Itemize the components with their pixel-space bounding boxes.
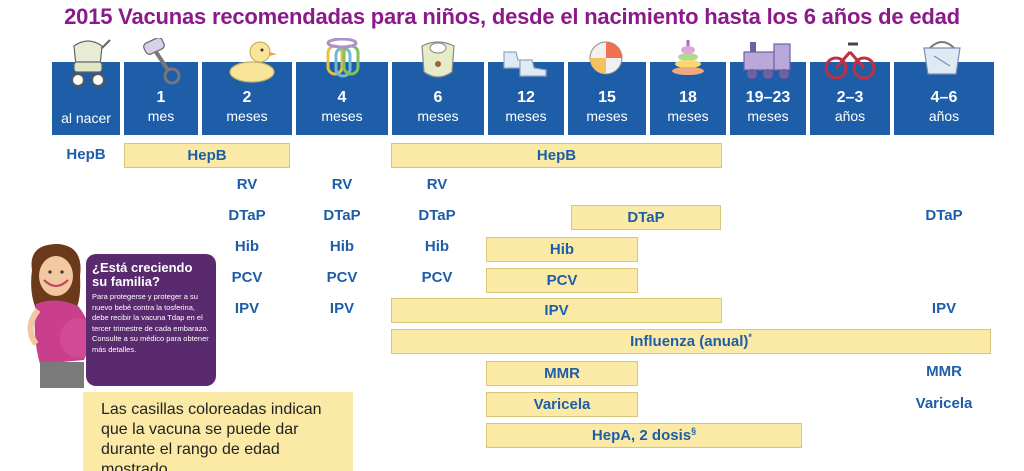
range-bar-hepb-1-2: HepB bbox=[124, 143, 290, 168]
age-number: 18 bbox=[679, 89, 697, 106]
pregnant-mother-illustration bbox=[27, 244, 96, 388]
range-bar-mmr-12-15: MMR bbox=[486, 361, 638, 386]
age-number: 4 bbox=[337, 89, 347, 106]
range-bar-pcv-12-15: PCV bbox=[486, 268, 638, 293]
age-unit: años bbox=[928, 108, 960, 124]
vaccine-rv-6: RV bbox=[426, 176, 448, 193]
vaccine-rv-2: RV bbox=[236, 176, 258, 193]
vaccine-dtap-4: DTaP bbox=[323, 207, 361, 224]
vaccine-rv-4: RV bbox=[331, 176, 353, 193]
range-bar-hepb-6-18: HepB bbox=[391, 143, 722, 168]
vaccine-varicela-4-6: Varicela bbox=[915, 395, 973, 412]
vaccine-hib-6: Hib bbox=[424, 238, 450, 255]
range-bar-hepa-12-23: HepA, 2 dosis§ bbox=[486, 423, 802, 448]
page-title: 2015 Vacunas recomendadas para niños, de… bbox=[64, 4, 960, 29]
vaccine-ipv-2: IPV bbox=[234, 300, 260, 317]
vaccine-pcv-4: PCV bbox=[326, 269, 358, 286]
age-col-12: 12 meses bbox=[488, 62, 564, 135]
legend-note-box: Las casillas coloreadas indican que la v… bbox=[83, 392, 353, 471]
vaccine-pcv-2: PCV bbox=[231, 269, 263, 286]
age-unit: meses bbox=[226, 108, 268, 124]
teething-rings-icon bbox=[326, 38, 360, 78]
family-box-title: ¿Está creciendo su familia? bbox=[92, 260, 193, 289]
age-unit: mes bbox=[147, 108, 175, 124]
rubber-duck-icon bbox=[229, 41, 277, 83]
age-label: al nacer bbox=[61, 110, 111, 126]
stacking-rings-icon bbox=[672, 40, 704, 75]
age-number: 15 bbox=[598, 89, 616, 106]
age-number: 6 bbox=[433, 89, 443, 106]
age-unit: meses bbox=[747, 108, 789, 124]
age-col-2: 2 meses bbox=[202, 62, 292, 135]
age-col-1: 1 mes bbox=[124, 62, 198, 135]
vaccine-mmr-4-6: MMR bbox=[926, 363, 962, 380]
baby-shoes-icon bbox=[503, 51, 547, 77]
family-info-box: ¿Está creciendo su familia? Para protege… bbox=[86, 254, 216, 386]
age-number: 1 bbox=[156, 89, 166, 106]
age-unit: meses bbox=[667, 108, 709, 124]
age-number: 2 bbox=[242, 89, 252, 106]
range-bar-ipv-6-18: IPV bbox=[391, 298, 722, 323]
vaccine-hib-2: Hib bbox=[234, 238, 260, 255]
vaccine-pcv-6: PCV bbox=[421, 269, 453, 286]
range-bar-hib-12-15: Hib bbox=[486, 237, 638, 262]
age-unit: meses bbox=[417, 108, 459, 124]
beach-ball-icon bbox=[589, 41, 623, 75]
vaccine-dtap-2: DTaP bbox=[228, 207, 266, 224]
family-box-text: Para protegerse y proteger a su nuevo be… bbox=[92, 292, 209, 354]
influenza-footnote-mark: * bbox=[748, 332, 752, 342]
toy-train-icon bbox=[743, 42, 791, 79]
age-col-18: 18 meses bbox=[650, 62, 726, 135]
age-unit: meses bbox=[586, 108, 628, 124]
age-col-birth: al nacer bbox=[52, 62, 120, 135]
range-bar-dtap-15-18: DTaP bbox=[571, 205, 721, 230]
vaccine-ipv-4: IPV bbox=[329, 300, 355, 317]
stroller-icon bbox=[71, 39, 111, 87]
age-number: 2–3 bbox=[836, 89, 864, 106]
lunchbox-icon bbox=[923, 41, 961, 75]
age-unit: meses bbox=[505, 108, 547, 124]
age-unit: años bbox=[834, 108, 866, 124]
vaccine-ipv-4-6: IPV bbox=[931, 300, 957, 317]
vaccine-hepb-birth: HepB bbox=[66, 146, 106, 163]
age-col-2-3-years: 2–3 años bbox=[810, 62, 890, 135]
vaccine-dtap-4-6: DTaP bbox=[925, 207, 963, 224]
age-col-4: 4 meses bbox=[296, 62, 388, 135]
range-bar-varicela-12-15: Varicela bbox=[486, 392, 638, 417]
bib-icon bbox=[421, 41, 455, 78]
vaccine-hib-4: Hib bbox=[329, 238, 355, 255]
hepa-label: HepA, 2 dosis bbox=[591, 427, 692, 444]
age-unit: meses bbox=[321, 108, 363, 124]
age-number: 12 bbox=[517, 89, 535, 106]
influenza-label: Influenza (anual) bbox=[630, 333, 749, 350]
age-number: 4–6 bbox=[930, 89, 958, 106]
tricycle-icon bbox=[824, 42, 876, 80]
rattle-icon bbox=[143, 38, 181, 85]
legend-note-text: Las casillas coloreadas indican que la v… bbox=[101, 401, 322, 471]
age-number: 19–23 bbox=[745, 89, 791, 106]
range-bar-influenza: Influenza (anual)* bbox=[391, 329, 991, 354]
vaccine-dtap-6: DTaP bbox=[418, 207, 456, 224]
hepa-footnote-mark: § bbox=[691, 426, 697, 436]
